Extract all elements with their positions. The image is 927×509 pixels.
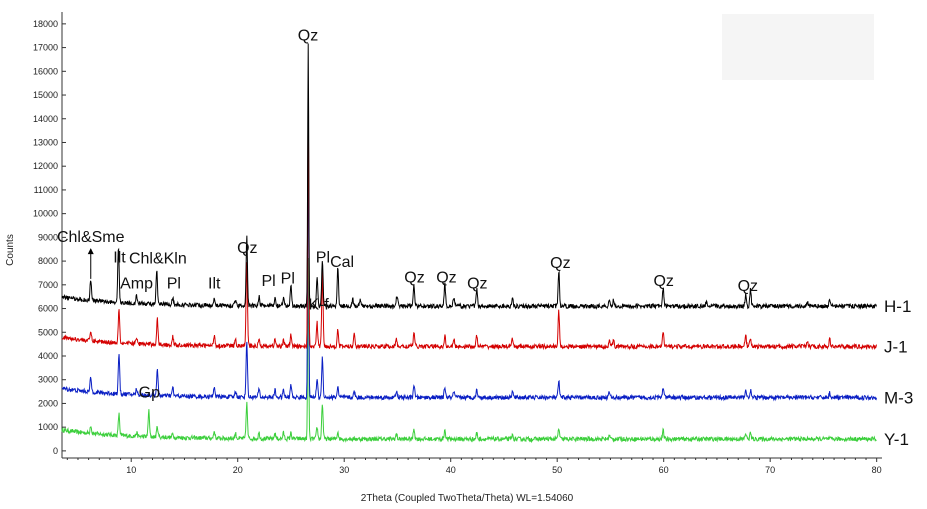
series-line-m-3	[61, 118, 877, 402]
y-tick-label: 6000	[38, 304, 58, 314]
x-tick-label: 60	[659, 465, 669, 475]
y-tick-label: 3000	[38, 375, 58, 385]
x-tick-label: 70	[765, 465, 775, 475]
y-tick-label: 17000	[33, 43, 58, 53]
peak-label: Pl	[281, 271, 295, 288]
series-line-y-1	[61, 257, 877, 444]
peak-label: Qz	[467, 275, 487, 292]
y-tick-label: 0	[53, 446, 58, 456]
peak-label: Amp	[120, 275, 153, 292]
peak-label: Qz	[436, 269, 456, 286]
y-tick-label: 7000	[38, 280, 58, 290]
peak-label: Qz	[298, 27, 318, 44]
peak-label: Pl	[261, 273, 275, 290]
peak-label: Chl&Sme	[57, 229, 125, 246]
y-tick-label: 18000	[33, 19, 58, 29]
peak-label: Ilt	[113, 249, 126, 266]
sample-label-m-3: M-3	[884, 389, 913, 408]
inset-panel	[722, 14, 874, 80]
y-axis-title: Counts	[5, 234, 16, 266]
y-tick-label: 12000	[33, 161, 58, 171]
y-tick-label: 2000	[38, 398, 58, 408]
y-tick-label: 1000	[38, 422, 58, 432]
y-tick-label: 5000	[38, 327, 58, 337]
y-tick-label: 15000	[33, 90, 58, 100]
series-line-j-1	[61, 93, 877, 351]
y-tick-label: 9000	[38, 232, 58, 242]
x-tick-label: 20	[233, 465, 243, 475]
peak-label: Chl&Kln	[129, 250, 187, 267]
peak-label: Qz	[404, 269, 424, 286]
y-tick-label: 8000	[38, 256, 58, 266]
y-tick-label: 4000	[38, 351, 58, 361]
x-tick-label: 50	[552, 465, 562, 475]
x-tick-label: 10	[126, 465, 136, 475]
sample-labels: H-1 J-1 M-3 Y-1	[884, 297, 913, 449]
peak-label: Qz	[738, 278, 758, 295]
peak-label: Qz	[237, 240, 257, 257]
sample-label-h-1: H-1	[884, 297, 911, 316]
peak-label: Pl	[316, 249, 330, 266]
peak-label: Pl	[167, 275, 181, 292]
peak-label: Qz	[653, 273, 673, 290]
series-layer	[61, 43, 877, 444]
peak-label: K-f	[308, 297, 329, 314]
series-line-h-1	[61, 43, 877, 311]
sample-label-j-1: J-1	[884, 338, 908, 357]
y-tick-label: 16000	[33, 66, 58, 76]
x-axis-title: 2Theta (Coupled TwoTheta/Theta) WL=1.540…	[361, 493, 574, 504]
y-tick-label: 13000	[33, 137, 58, 147]
y-tick-label: 10000	[33, 209, 58, 219]
y-tick-label: 11000	[34, 185, 58, 195]
y-tick-label: 14000	[33, 114, 58, 124]
annotation-arrow-head	[87, 248, 94, 255]
peak-label: Qz	[550, 255, 570, 272]
peak-label: Gp	[139, 385, 160, 402]
x-tick-label: 30	[339, 465, 349, 475]
peak-label: Cal	[330, 254, 354, 271]
x-tick-label: 80	[872, 465, 882, 475]
sample-label-y-1: Y-1	[884, 430, 909, 449]
x-tick-label: 40	[446, 465, 456, 475]
peak-label: Ilt	[208, 275, 221, 292]
axes: 0 1000 2000 3000 4000 5000 6000 7000 8000 9000 100…	[33, 12, 882, 475]
